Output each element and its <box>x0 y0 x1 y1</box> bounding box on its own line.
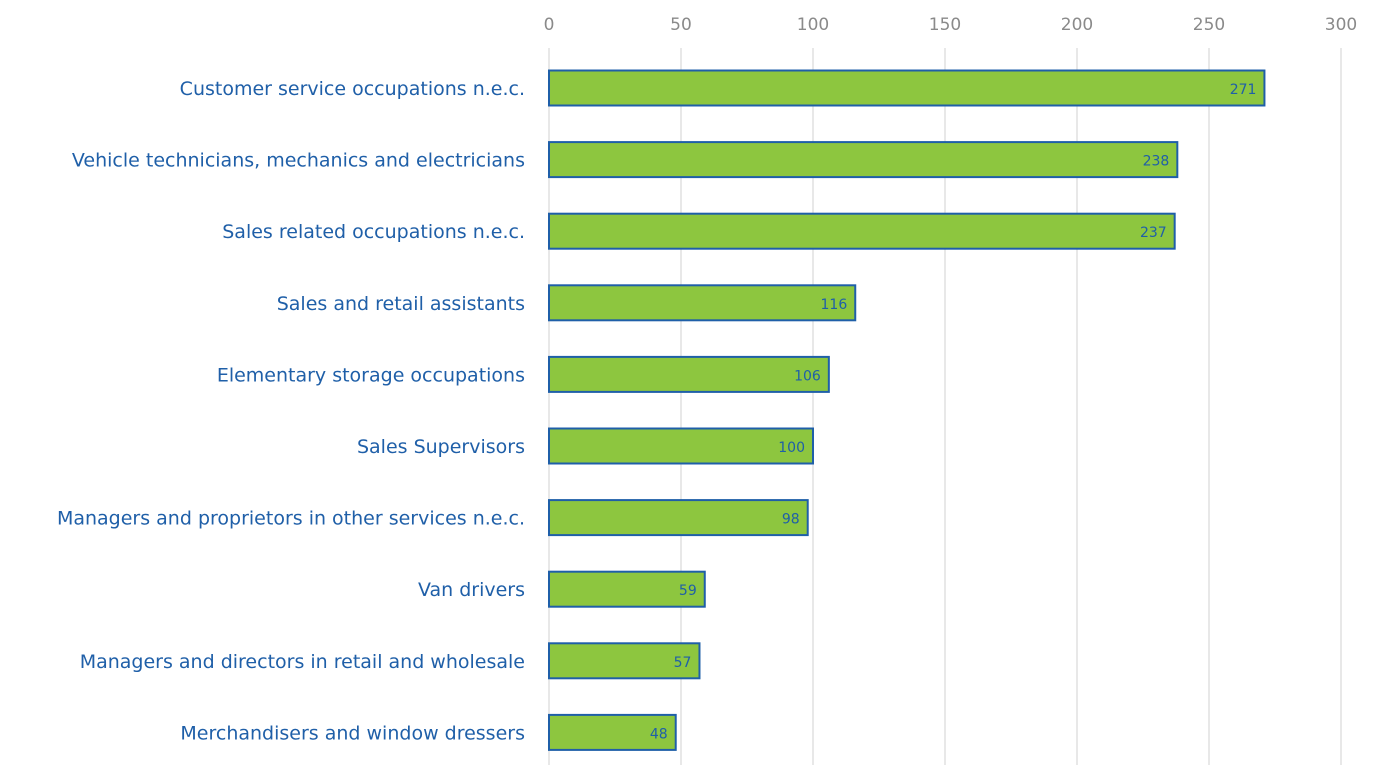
x-tick-label: 250 <box>1193 15 1225 35</box>
bar <box>548 69 1266 107</box>
data-label: 271 <box>1230 82 1257 98</box>
x-tick-label: 0 <box>544 15 555 35</box>
category-label: Customer service occupations n.e.c. <box>180 78 525 100</box>
bar <box>548 141 1179 179</box>
category-label: Sales and retail assistants <box>277 293 525 315</box>
bar <box>548 642 701 680</box>
x-tick-label: 300 <box>1325 15 1357 35</box>
bar <box>548 355 830 393</box>
x-tick-label: 200 <box>1061 15 1093 35</box>
x-tick-label: 50 <box>670 15 692 35</box>
category-labels: Customer service occupations n.e.c. Vehic… <box>57 78 525 744</box>
category-label: Van drivers <box>418 579 525 601</box>
data-label: 100 <box>778 440 805 456</box>
category-label: Sales related occupations n.e.c. <box>222 221 525 243</box>
category-label: Managers and directors in retail and who… <box>80 651 525 673</box>
data-label: 238 <box>1143 154 1170 170</box>
data-label: 57 <box>674 655 692 671</box>
data-label: 116 <box>821 297 848 313</box>
data-label: 237 <box>1140 225 1167 241</box>
category-label: Merchandisers and window dressers <box>180 722 525 744</box>
category-label: Vehicle technicians, mechanics and elect… <box>72 150 525 172</box>
x-tick-label: 100 <box>797 15 829 35</box>
bar <box>548 212 1176 250</box>
bar <box>548 499 809 537</box>
x-tick-label: 150 <box>929 15 961 35</box>
data-label: 59 <box>679 583 697 599</box>
data-label: 48 <box>650 726 668 742</box>
category-label: Elementary storage occupations <box>217 364 525 386</box>
category-label: Sales Supervisors <box>357 436 525 458</box>
category-label: Managers and proprietors in other servic… <box>57 508 525 530</box>
bar <box>548 570 706 608</box>
data-label: 98 <box>782 512 800 528</box>
bars <box>548 69 1266 751</box>
data-label: 106 <box>794 368 821 384</box>
bar <box>548 284 857 322</box>
x-axis-ticks: 0 50 100 150 200 250 300 <box>544 15 1358 35</box>
bar <box>548 427 814 465</box>
bar <box>548 713 677 751</box>
data-labels: 271 238 237 116 106 100 98 59 57 48 <box>650 82 1257 742</box>
